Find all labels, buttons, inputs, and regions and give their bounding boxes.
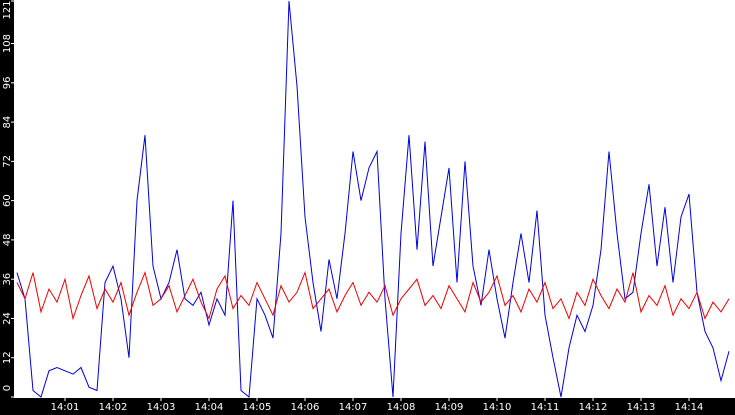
x-tick-label: 14:02 [99, 402, 128, 413]
y-tick-label: 108 [2, 34, 13, 53]
y-tick-label: 72 [2, 155, 13, 168]
x-tick-label: 14:03 [147, 402, 176, 413]
x-tick-label: 14:14 [675, 402, 704, 413]
x-tick-label: 14:12 [579, 402, 608, 413]
y-tick-label: 84 [2, 116, 13, 129]
x-tick-label: 14:10 [483, 402, 512, 413]
y-tick-label: 48 [2, 234, 13, 247]
y-tick-label: 36 [2, 273, 13, 286]
y-tick-label: 24 [2, 312, 13, 325]
x-tick-label: 14:05 [243, 402, 272, 413]
y-tick-label: 121 [2, 0, 13, 19]
x-tick-label: 14:13 [627, 402, 656, 413]
y-tick-label: 96 [2, 76, 13, 89]
y-axis-strip [0, 0, 14, 415]
y-tick-label: 60 [2, 194, 13, 207]
x-tick-label: 14:04 [195, 402, 224, 413]
x-axis-strip [0, 398, 735, 415]
x-tick-label: 14:01 [51, 402, 80, 413]
series-line [16, 0, 730, 398]
x-tick-label: 14:09 [435, 402, 464, 413]
x-tick-label: 14:06 [291, 402, 320, 413]
y-tick-label: 0 [2, 385, 13, 391]
x-tick-label: 14:11 [531, 402, 560, 413]
y-tick-label: 12 [2, 351, 13, 364]
x-tick-label: 14:07 [339, 402, 368, 413]
x-tick-label: 14:08 [387, 402, 416, 413]
series-line [16, 270, 730, 321]
